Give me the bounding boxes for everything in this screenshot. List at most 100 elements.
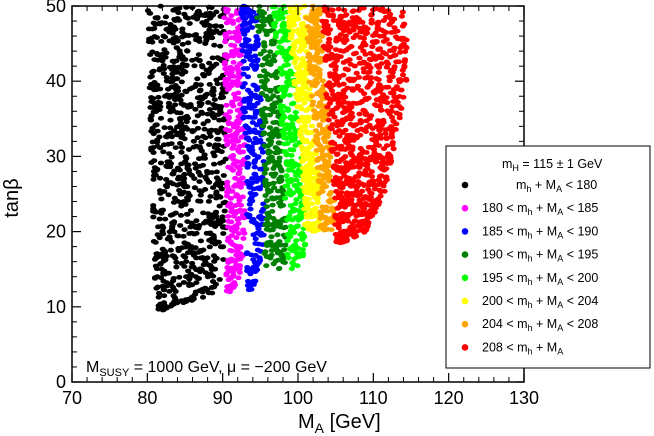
scatter-point xyxy=(160,63,167,68)
scatter-point xyxy=(282,242,289,248)
scatter-point xyxy=(314,18,321,23)
scatter-point xyxy=(313,147,320,153)
scatter-point xyxy=(284,217,291,223)
scatter-point xyxy=(205,262,212,268)
scatter-point xyxy=(249,198,256,204)
scatter-point xyxy=(261,43,268,49)
scatter-point xyxy=(194,135,201,141)
scatter-point xyxy=(202,41,209,46)
scatter-point xyxy=(220,231,227,236)
scatter-point xyxy=(161,303,168,308)
scatter-point xyxy=(211,97,218,102)
scatter-point xyxy=(248,282,255,287)
annotation-text: MSUSY = 1000 GeV, μ = −200 GeV xyxy=(86,359,327,379)
scatter-point xyxy=(195,198,202,204)
scatter-point xyxy=(324,208,331,214)
scatter-point xyxy=(288,158,295,164)
scatter-point xyxy=(346,211,354,217)
scatter-point xyxy=(178,79,185,85)
scatter-point xyxy=(384,154,391,160)
scatter-point xyxy=(201,126,208,132)
scatter-point xyxy=(243,49,250,55)
scatter-point xyxy=(233,124,241,130)
scatter-point xyxy=(343,192,351,198)
scatter-point xyxy=(316,122,323,127)
scatter-point xyxy=(329,122,336,127)
scatter-point xyxy=(217,160,224,166)
scatter-point xyxy=(192,165,199,171)
legend-label: mh + MA < 180 xyxy=(516,178,597,194)
scatter-point xyxy=(225,115,232,121)
scatter-point xyxy=(261,170,268,176)
scatter-point xyxy=(305,54,312,60)
scatter-point xyxy=(275,188,282,194)
scatter-point xyxy=(209,111,216,116)
scatter-point xyxy=(171,195,178,201)
scatter-point xyxy=(335,91,342,97)
scatter-point xyxy=(389,104,396,110)
scatter-point xyxy=(176,116,184,121)
scatter-point xyxy=(235,202,242,208)
scatter-point xyxy=(186,231,193,236)
scatter-point xyxy=(225,219,232,224)
scatter-point xyxy=(167,117,174,123)
scatter-point xyxy=(206,244,213,250)
x-tick-label: 120 xyxy=(434,388,464,408)
scatter-point xyxy=(342,164,349,170)
scatter-point xyxy=(323,204,330,210)
scatter-point xyxy=(148,160,155,166)
scatter-point xyxy=(291,135,298,141)
scatter-point xyxy=(343,216,350,221)
scatter-point xyxy=(155,94,162,100)
scatter-point xyxy=(289,50,296,56)
scatter-point xyxy=(167,130,174,136)
scatter-point xyxy=(300,185,307,190)
scatter-point xyxy=(221,208,228,214)
scatter-point xyxy=(353,70,360,76)
scatter-point xyxy=(343,160,350,166)
scatter-point xyxy=(154,143,161,149)
scatter-point xyxy=(361,226,368,232)
scatter-point xyxy=(173,87,180,92)
scatter-point xyxy=(234,257,241,262)
scatter-point xyxy=(326,100,333,106)
scatter-point xyxy=(215,147,222,153)
scatter-point xyxy=(200,262,207,268)
scatter-point xyxy=(298,86,305,92)
scatter-point xyxy=(211,42,218,48)
scatter-point xyxy=(144,8,152,14)
scatter-point xyxy=(352,50,359,56)
scatter-point xyxy=(151,26,158,31)
scatter-point xyxy=(217,43,224,49)
scatter-point xyxy=(223,288,230,294)
scatter-point xyxy=(311,108,318,114)
scatter-point xyxy=(335,222,342,228)
scatter-point xyxy=(183,259,190,264)
scatter-point xyxy=(231,184,238,189)
scatter-point xyxy=(389,74,396,80)
scatter-point xyxy=(400,41,407,47)
scatter-point xyxy=(280,259,287,265)
scatter-point xyxy=(292,91,299,97)
scatter-point xyxy=(334,119,341,124)
scatter-point xyxy=(156,134,163,140)
scatter-point xyxy=(220,173,227,178)
scatter-point xyxy=(191,63,198,69)
scatter-point xyxy=(341,88,348,93)
scatter-point xyxy=(316,72,323,78)
scatter-point xyxy=(347,183,354,189)
scatter-point xyxy=(216,203,223,209)
scatter-point xyxy=(185,194,192,200)
scatter-point xyxy=(321,24,328,30)
scatter-point xyxy=(392,34,400,40)
scatter-point xyxy=(356,55,363,61)
scatter-point xyxy=(185,147,193,152)
scatter-point xyxy=(210,85,217,91)
scatter-point xyxy=(303,211,310,217)
scatter-point xyxy=(324,216,331,222)
scatter-point xyxy=(306,59,313,65)
legend-marker xyxy=(461,228,469,235)
scatter-point xyxy=(243,39,250,45)
scatter-point xyxy=(245,114,252,120)
scatter-point xyxy=(169,171,176,177)
